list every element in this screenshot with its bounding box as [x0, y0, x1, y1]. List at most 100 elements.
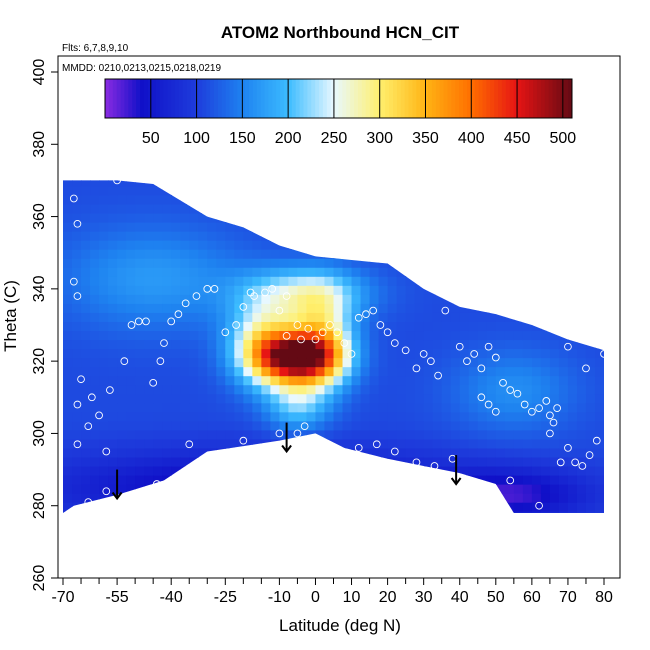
sample-point: [293, 429, 302, 438]
heatmap-cell: [90, 493, 100, 503]
sample-point: [69, 194, 78, 203]
heatmap-cell: [261, 330, 271, 341]
heatmap-cell: [531, 348, 542, 359]
heatmap-cell: [279, 474, 290, 485]
heatmap-cell: [72, 339, 82, 350]
heatmap-cell: [351, 312, 362, 322]
heatmap-cell: [441, 240, 452, 250]
heatmap-cell: [135, 420, 145, 431]
heatmap-cell: [387, 180, 398, 187]
heatmap-cell: [468, 456, 479, 467]
heatmap-cell: [540, 357, 551, 368]
heatmap-cell: [270, 303, 280, 313]
heatmap-cell: [540, 321, 551, 332]
heatmap-cell: [531, 321, 542, 332]
heatmap-cell: [567, 366, 578, 377]
heatmap-cell: [189, 231, 199, 241]
heatmap-cell: [153, 267, 163, 277]
heatmap-cell: [306, 456, 317, 467]
heatmap-cell: [450, 339, 461, 350]
heatmap-cell: [522, 212, 533, 223]
heatmap-cell: [522, 447, 533, 458]
heatmap-cell: [378, 366, 389, 377]
heatmap-cell: [378, 493, 389, 503]
heatmap-cell: [297, 258, 308, 268]
heatmap-cell: [387, 212, 398, 223]
heatmap-cell: [72, 384, 82, 395]
heatmap-cell: [342, 212, 353, 223]
heatmap-cell: [459, 276, 470, 286]
sample-point: [528, 407, 536, 416]
heatmap-cell: [576, 294, 587, 304]
heatmap-cell: [144, 276, 154, 286]
heatmap-cell: [252, 375, 262, 386]
heatmap-cell: [477, 493, 488, 503]
heatmap-cell: [378, 348, 389, 359]
sample-point: [333, 328, 341, 337]
heatmap-cell: [225, 240, 235, 250]
heatmap-cell: [567, 438, 578, 449]
heatmap-cell: [270, 348, 280, 359]
heatmap-cell: [108, 203, 118, 214]
dates-label: MMDD: 0210,0213,0215,0218,0219: [62, 63, 221, 74]
heatmap-cell: [279, 185, 290, 196]
heatmap-cell: [423, 411, 434, 422]
heatmap-cell: [450, 484, 461, 494]
heatmap-cell: [459, 348, 470, 359]
colorbar-segment: [357, 79, 363, 118]
heatmap-cell: [207, 258, 217, 268]
heatmap-cell: [360, 203, 371, 214]
heatmap-cell: [243, 502, 253, 512]
heatmap-cell: [549, 339, 560, 350]
heatmap-cell: [567, 429, 578, 440]
heatmap-cell: [531, 180, 542, 187]
x-tick-label: 80: [595, 589, 613, 606]
heatmap-cell: [459, 258, 470, 268]
heatmap-cell: [324, 484, 335, 494]
heatmap-cell: [585, 375, 596, 386]
heatmap-cell: [117, 303, 127, 313]
colorbar-segment: [252, 79, 258, 118]
heatmap-cell: [81, 267, 91, 277]
heatmap-cell: [117, 420, 127, 431]
heatmap-cell: [252, 384, 262, 395]
heatmap-cell: [477, 321, 488, 332]
heatmap-cell: [486, 312, 497, 322]
heatmap-cell: [405, 339, 416, 350]
heatmap-cell: [171, 221, 181, 232]
heatmap-cell: [369, 330, 380, 341]
heatmap-cell: [450, 411, 461, 422]
heatmap-cell: [396, 240, 407, 250]
heatmap-cell: [360, 493, 371, 503]
colorbar-segment: [389, 79, 394, 118]
heatmap-cell: [261, 357, 271, 368]
colorbar-segment: [105, 79, 110, 118]
heatmap-cell: [567, 303, 578, 313]
heatmap-cell: [432, 402, 443, 413]
heatmap-cell: [144, 258, 154, 268]
heatmap-cell: [423, 294, 434, 304]
heatmap-cell: [576, 366, 587, 377]
heatmap-cell: [342, 276, 353, 286]
heatmap-cell: [396, 339, 407, 350]
heatmap-cell: [324, 249, 335, 259]
heatmap-cell: [414, 447, 425, 458]
colorbar-segment: [354, 79, 359, 118]
heatmap-cell: [594, 285, 604, 295]
heatmap-cell: [432, 456, 443, 467]
heatmap-cell: [459, 240, 470, 250]
heatmap-cell: [261, 474, 271, 485]
heatmap-cell: [441, 294, 452, 304]
heatmap-cell: [225, 231, 235, 241]
heatmap-cell: [117, 285, 127, 295]
heatmap-cell: [189, 240, 199, 250]
heatmap-cell: [216, 429, 226, 440]
heatmap-cell: [324, 438, 335, 449]
heatmap-cell: [576, 465, 587, 476]
colorbar-tick-label: 250: [321, 130, 348, 147]
heatmap-cell: [63, 402, 73, 413]
sample-point: [441, 306, 450, 315]
heatmap-cell: [486, 267, 497, 277]
x-tick-label: 10: [343, 589, 361, 606]
